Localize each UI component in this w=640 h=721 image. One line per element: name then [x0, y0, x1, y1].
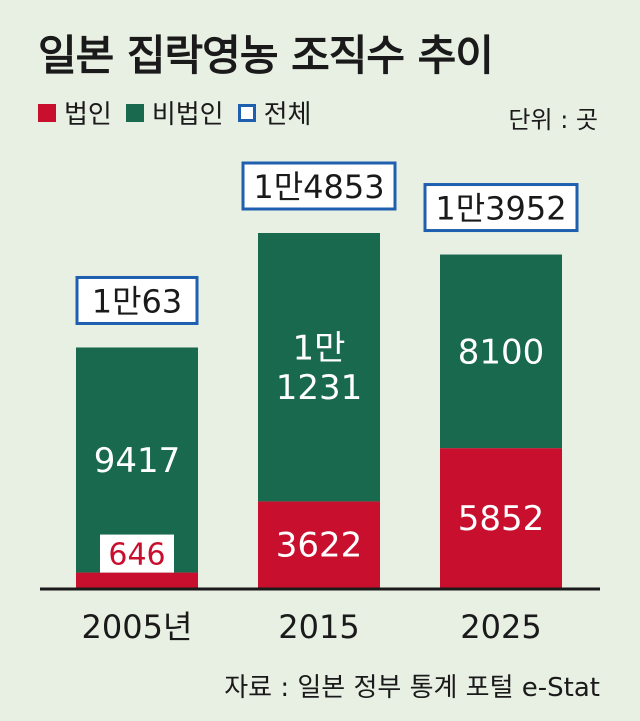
legend: 법인 비법인 전체	[38, 94, 311, 131]
label-non-corporate-2005: 9417	[94, 441, 181, 481]
x-tick-label-2005: 2005년	[82, 608, 193, 646]
total-label-2025: 1만3952	[435, 190, 566, 228]
source-note: 자료 : 일본 정부 통계 포털 e-Stat	[224, 673, 600, 703]
x-tick-label-2025: 2025	[460, 608, 541, 646]
legend-item-total: 전체	[237, 94, 312, 131]
label-non-corporate-2015: 1만 1231	[276, 329, 363, 408]
total-label-2015: 1만4853	[253, 168, 384, 206]
legend-swatch-corporate	[38, 103, 56, 122]
label-corporate-2025: 5852	[458, 499, 545, 539]
bar-non-corporate-2015	[258, 233, 380, 502]
label-non-corporate-2025: 8100	[458, 332, 545, 372]
label-box-corporate-2005	[100, 534, 174, 573]
bar-corporate-2015	[258, 501, 380, 588]
label-corporate-2005: 646	[108, 538, 165, 573]
total-label-2005: 1만63	[92, 282, 183, 320]
label-corporate-2015: 3622	[276, 526, 363, 566]
total-box-2005	[75, 275, 199, 325]
legend-label-non-corporate: 비법인	[151, 100, 224, 130]
bar-corporate-2005	[76, 572, 198, 588]
legend-label-total: 전체	[263, 100, 312, 130]
chart-title: 일본 집락영농 조직수 추이	[38, 31, 494, 80]
legend-item-non-corporate: 비법인	[125, 94, 224, 131]
x-tick-label-2015: 2015	[278, 608, 359, 646]
bar-corporate-2025	[440, 448, 562, 588]
legend-label-corporate: 법인	[64, 100, 112, 130]
legend-item-corporate: 법인	[38, 94, 112, 131]
legend-swatch-non-corporate	[125, 103, 144, 122]
bar-non-corporate-2025	[440, 254, 562, 449]
total-box-2015	[241, 161, 397, 211]
unit-label: 단위 : 곳	[508, 106, 598, 134]
legend-swatch-total	[237, 103, 256, 122]
total-box-2025	[423, 183, 579, 233]
